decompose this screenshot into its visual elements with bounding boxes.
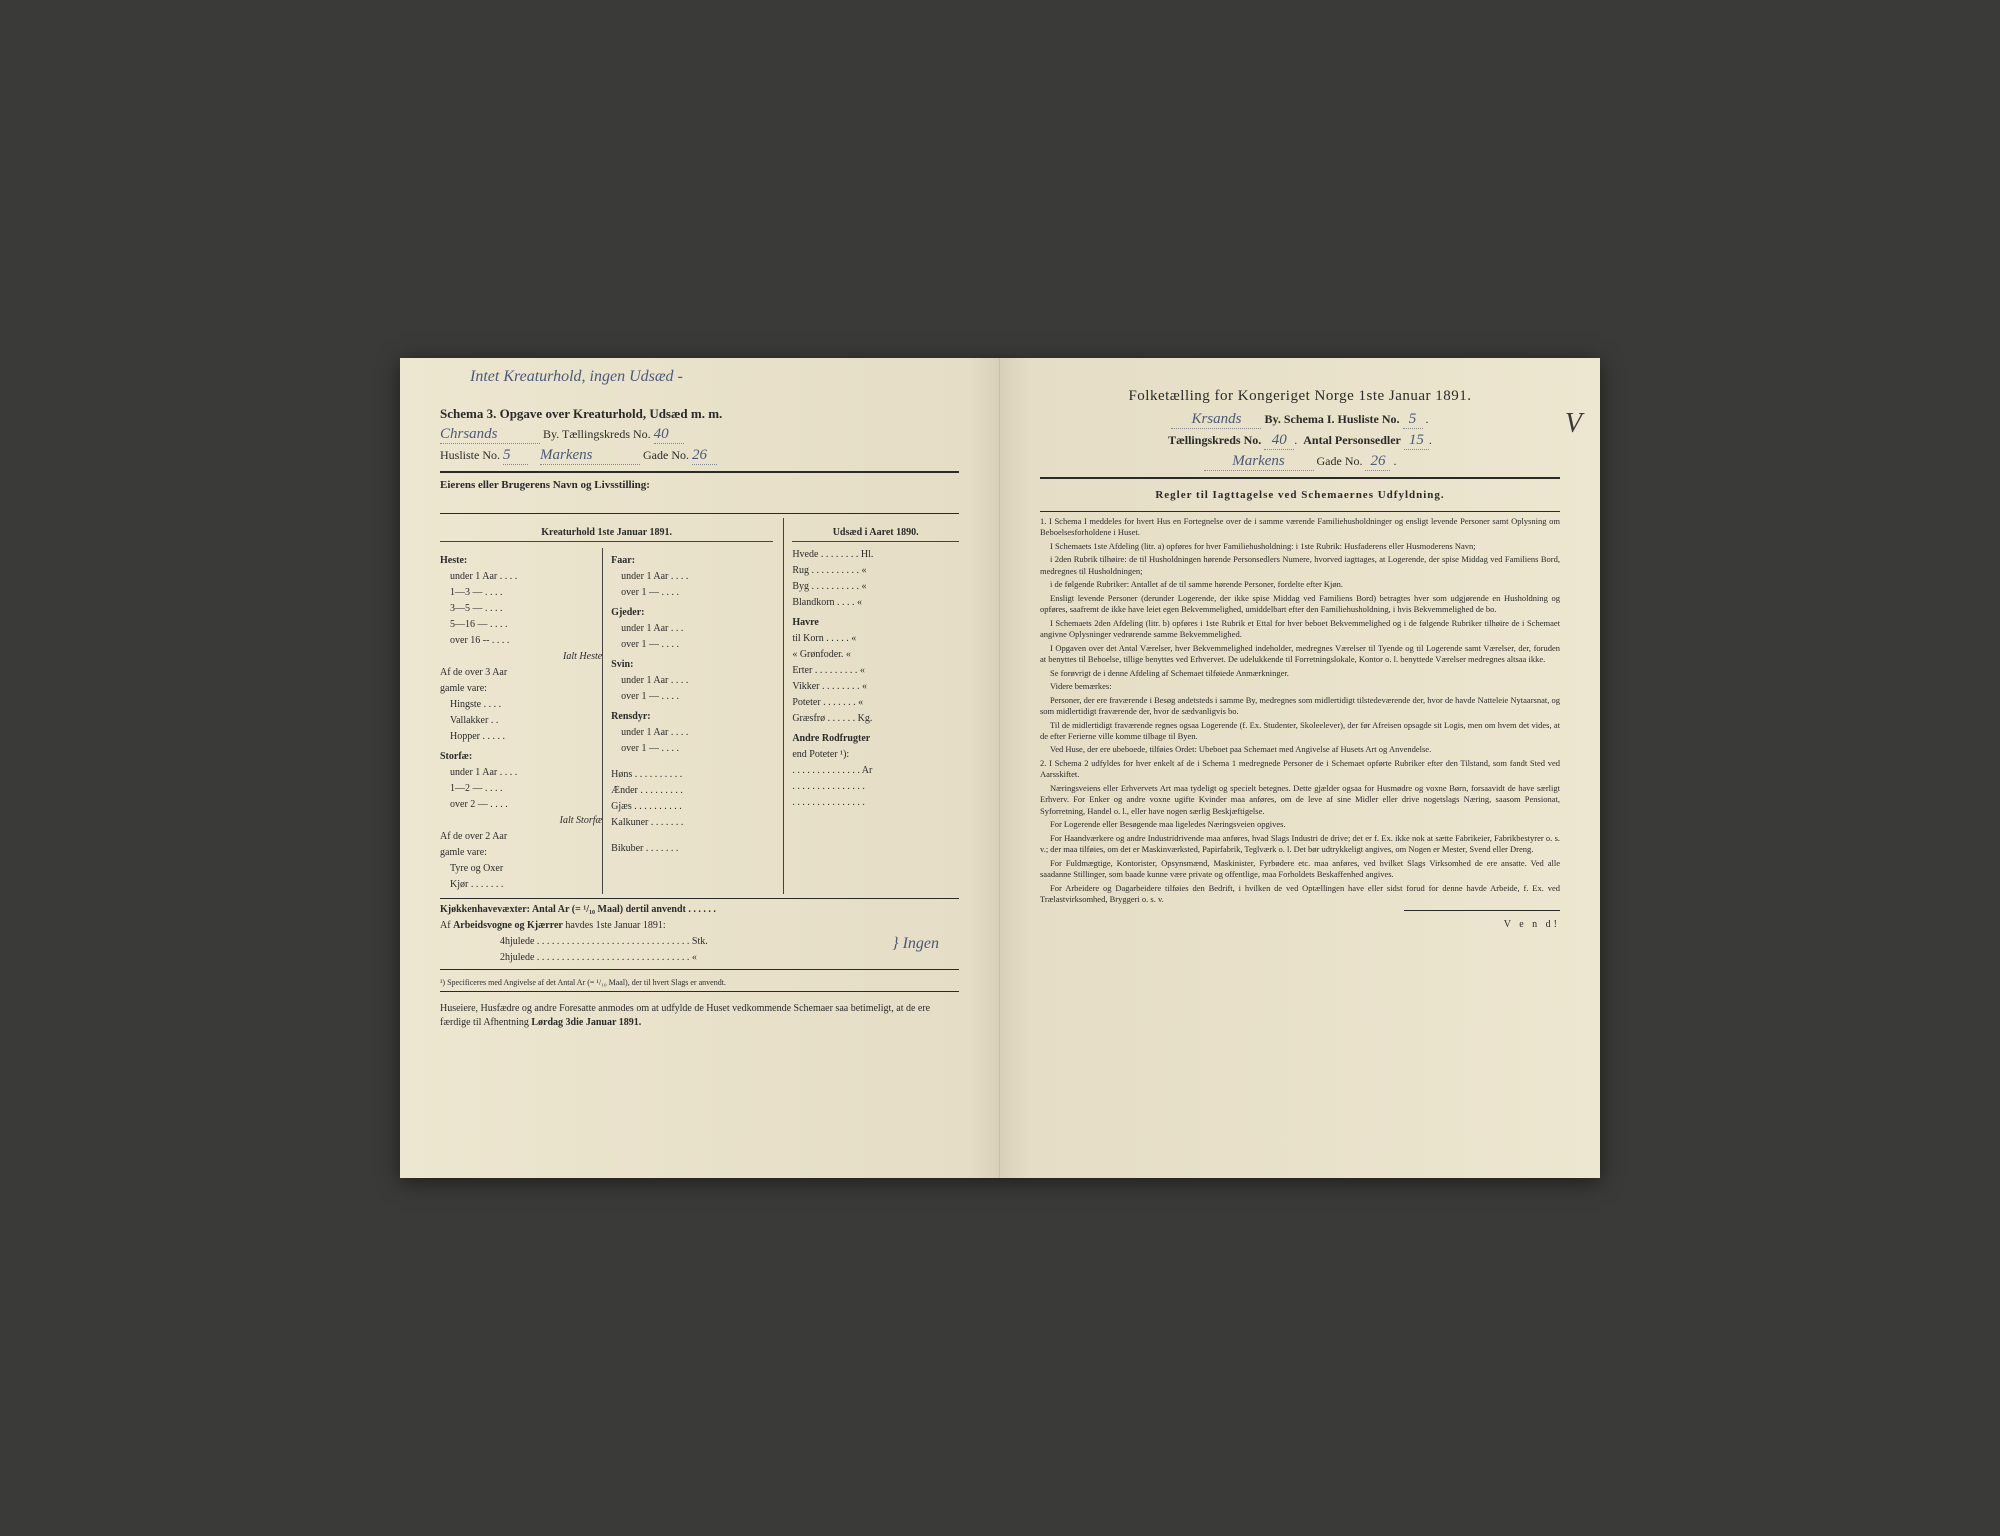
- rules-text: 1. I Schema I meddeles for hvert Hus en …: [1040, 516, 1560, 906]
- kreatur-table: [440, 518, 959, 527]
- vend-text: V e n d!: [1040, 919, 1560, 930]
- v-mark: V: [1565, 408, 1582, 440]
- ingen-handwritten: } Ingen: [892, 935, 939, 953]
- bottom-text: Huseiere, Husfædre og andre Foresatte an…: [440, 1002, 959, 1030]
- col-heste: Heste: under 1 Aar . . . . 1—3 — . . . .…: [440, 548, 602, 894]
- arbeids-line: Af Arbeidsvogne og Kjærrer havdes 1ste J…: [440, 919, 959, 933]
- by-line: Chrsands By. Tællingskreds No. 40: [440, 426, 959, 444]
- husliste-no: 5: [503, 447, 528, 465]
- gade-label: Gade No.: [643, 448, 689, 462]
- schema-title: Schema 3. Opgave over Kreaturhold, Udsæd…: [440, 406, 959, 422]
- left-page: Intet Kreaturhold, ingen Udsæd - Schema …: [400, 358, 1000, 1178]
- table-body: Kreaturhold 1ste Januar 1891. Heste: und…: [440, 527, 959, 894]
- eier-label: Eierens eller Brugerens Navn og Livsstil…: [440, 479, 959, 491]
- kreds-line-right: Tællingskreds No. 40. Antal Personsedler…: [1040, 432, 1560, 450]
- husliste-label: Husliste No.: [440, 448, 500, 462]
- col1-head: Kreaturhold 1ste Januar 1891.: [440, 527, 773, 542]
- footnote: ¹) Specificeres med Angivelse af det Ant…: [440, 978, 959, 987]
- col-udsaed: Udsæd i Aaret 1890. Hvede . . . . . . . …: [783, 527, 959, 894]
- by-line-right: Krsands By. Schema I. Husliste No. 5 .: [1040, 411, 1560, 429]
- right-title: Folketælling for Kongeriget Norge 1ste J…: [1040, 388, 1560, 405]
- census-document: Intet Kreaturhold, ingen Udsæd - Schema …: [400, 358, 1600, 1178]
- gade-handwritten: Markens: [540, 447, 640, 465]
- by-label: By. Tællingskreds No.: [543, 427, 651, 441]
- by-handwritten: Chrsands: [440, 426, 540, 444]
- kreds-no: 40: [654, 426, 684, 444]
- kjokken-line: Kjøkkenhavevæxter: Antal Ar (= ¹/₁₀ Maal…: [440, 903, 959, 917]
- handwritten-note-top: Intet Kreaturhold, ingen Udsæd -: [470, 368, 683, 386]
- gade-line-right: Markens Gade No. 26 .: [1040, 453, 1560, 471]
- col-faar: Faar: under 1 Aar . . . . over 1 — . . .…: [602, 548, 773, 894]
- rules-title: Regler til Iagttagelse ved Schemaernes U…: [1040, 489, 1560, 501]
- husliste-line: Husliste No. 5 Markens Gade No. 26: [440, 447, 959, 465]
- gade-no: 26: [692, 447, 717, 465]
- right-page: V Folketælling for Kongeriget Norge 1ste…: [1000, 358, 1600, 1178]
